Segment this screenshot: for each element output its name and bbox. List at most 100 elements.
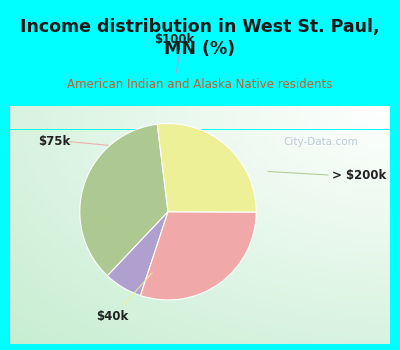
- Bar: [124, 197, 130, 201]
- Bar: [384, 272, 390, 276]
- Bar: [187, 272, 194, 276]
- Bar: [194, 328, 200, 332]
- Bar: [232, 165, 238, 169]
- Bar: [276, 332, 282, 336]
- Bar: [339, 177, 346, 181]
- Bar: [23, 237, 29, 240]
- Bar: [181, 292, 187, 296]
- Bar: [384, 252, 390, 257]
- Bar: [346, 257, 352, 260]
- Bar: [301, 268, 308, 272]
- Bar: [168, 316, 175, 320]
- Bar: [358, 320, 365, 324]
- Bar: [276, 185, 282, 189]
- Bar: [61, 106, 67, 110]
- Bar: [42, 284, 48, 288]
- Bar: [137, 177, 143, 181]
- Bar: [86, 177, 92, 181]
- Bar: [175, 181, 181, 185]
- Bar: [206, 181, 213, 185]
- Bar: [99, 268, 105, 272]
- Bar: [377, 201, 384, 205]
- Bar: [238, 106, 244, 110]
- Bar: [194, 173, 200, 177]
- Bar: [346, 328, 352, 332]
- Bar: [263, 145, 270, 149]
- Bar: [42, 288, 48, 292]
- Bar: [194, 189, 200, 193]
- Bar: [200, 126, 206, 130]
- Bar: [23, 189, 29, 193]
- Bar: [346, 260, 352, 264]
- Bar: [61, 225, 67, 229]
- Bar: [257, 213, 263, 217]
- Bar: [73, 264, 80, 268]
- Bar: [143, 165, 149, 169]
- Bar: [187, 316, 194, 320]
- Bar: [118, 133, 124, 138]
- Bar: [238, 328, 244, 332]
- Bar: [238, 316, 244, 320]
- Bar: [35, 324, 42, 328]
- Bar: [187, 300, 194, 304]
- Bar: [251, 121, 257, 126]
- Bar: [130, 121, 137, 126]
- Bar: [92, 153, 99, 157]
- Bar: [111, 332, 118, 336]
- Bar: [314, 149, 320, 153]
- Bar: [200, 304, 206, 308]
- Bar: [238, 336, 244, 340]
- Bar: [149, 304, 156, 308]
- Bar: [333, 308, 339, 312]
- Bar: [200, 272, 206, 276]
- Bar: [263, 268, 270, 272]
- Bar: [371, 292, 377, 296]
- Bar: [219, 332, 225, 336]
- Bar: [358, 169, 365, 173]
- Bar: [99, 245, 105, 248]
- Bar: [251, 177, 257, 181]
- Bar: [61, 205, 67, 209]
- Bar: [105, 110, 111, 114]
- Bar: [130, 217, 137, 221]
- Bar: [263, 141, 270, 145]
- Bar: [118, 193, 124, 197]
- Bar: [244, 320, 251, 324]
- Bar: [67, 288, 73, 292]
- Bar: [365, 169, 371, 173]
- Bar: [23, 169, 29, 173]
- Bar: [200, 106, 206, 110]
- Bar: [289, 133, 295, 138]
- Bar: [35, 205, 42, 209]
- Bar: [333, 252, 339, 257]
- Wedge shape: [140, 212, 256, 300]
- Bar: [48, 161, 54, 165]
- Bar: [118, 157, 124, 161]
- Bar: [10, 141, 16, 145]
- Bar: [149, 252, 156, 257]
- Bar: [86, 189, 92, 193]
- Bar: [244, 118, 251, 121]
- Bar: [346, 217, 352, 221]
- Bar: [346, 280, 352, 284]
- Bar: [143, 138, 149, 141]
- Bar: [339, 161, 346, 165]
- Bar: [67, 169, 73, 173]
- Bar: [263, 205, 270, 209]
- Bar: [92, 197, 99, 201]
- Bar: [232, 245, 238, 248]
- Bar: [143, 292, 149, 296]
- Bar: [187, 240, 194, 245]
- Bar: [61, 312, 67, 316]
- Bar: [263, 312, 270, 316]
- Bar: [175, 229, 181, 233]
- Bar: [194, 213, 200, 217]
- Bar: [200, 268, 206, 272]
- Bar: [80, 320, 86, 324]
- Bar: [10, 118, 16, 121]
- Bar: [29, 130, 35, 133]
- Bar: [42, 106, 48, 110]
- Bar: [244, 197, 251, 201]
- Bar: [371, 189, 377, 193]
- Bar: [67, 114, 73, 118]
